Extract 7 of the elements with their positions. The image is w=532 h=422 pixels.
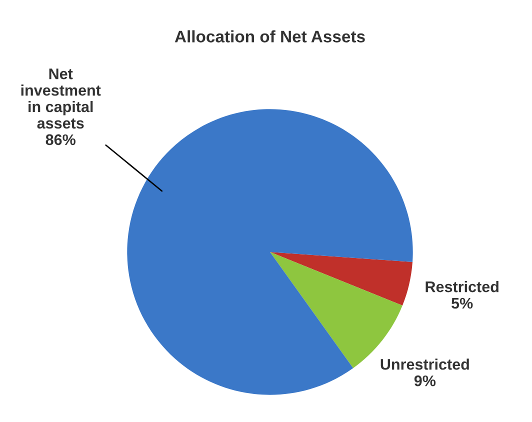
data-label: 9% xyxy=(414,375,436,386)
slice-label: Unrestricted xyxy=(380,358,469,370)
data-label: 5% xyxy=(452,298,473,309)
data-label: 86% xyxy=(46,134,76,146)
slice-label: Net investment in capital assets xyxy=(21,68,101,129)
slice-label: Restricted xyxy=(426,281,498,292)
chart-title: Allocation of Net Assets xyxy=(174,30,365,42)
